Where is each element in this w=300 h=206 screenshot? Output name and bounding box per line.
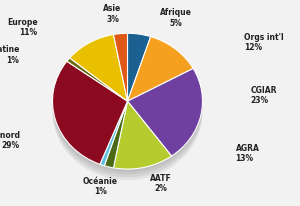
Wedge shape <box>100 102 128 166</box>
Text: Amérique Latine
1%: Amérique Latine 1% <box>0 44 20 64</box>
Wedge shape <box>113 112 172 180</box>
Wedge shape <box>104 110 128 176</box>
Text: Europe
11%: Europe 11% <box>7 18 38 37</box>
Wedge shape <box>113 107 172 175</box>
Wedge shape <box>104 112 128 179</box>
Wedge shape <box>128 37 193 102</box>
Wedge shape <box>113 104 172 172</box>
Wedge shape <box>52 67 128 170</box>
Text: AGRA
13%: AGRA 13% <box>236 143 260 163</box>
Wedge shape <box>67 59 128 102</box>
Wedge shape <box>104 102 128 168</box>
Text: Orgs int'l
12%: Orgs int'l 12% <box>244 33 284 52</box>
Wedge shape <box>113 34 128 102</box>
Wedge shape <box>100 112 128 177</box>
Wedge shape <box>100 104 128 169</box>
Wedge shape <box>52 65 128 167</box>
Wedge shape <box>52 62 128 165</box>
Wedge shape <box>113 102 172 169</box>
Wedge shape <box>113 102 172 169</box>
Wedge shape <box>70 35 128 102</box>
Text: CGIAR
23%: CGIAR 23% <box>250 85 277 105</box>
Wedge shape <box>128 72 202 159</box>
Wedge shape <box>128 69 202 156</box>
Text: Amérique du nord
29%: Amérique du nord 29% <box>0 130 20 149</box>
Text: Afrique
5%: Afrique 5% <box>160 8 191 28</box>
Wedge shape <box>52 70 128 173</box>
Wedge shape <box>52 73 128 175</box>
Wedge shape <box>128 34 151 102</box>
Text: AATF
2%: AATF 2% <box>150 173 171 192</box>
Wedge shape <box>52 62 128 165</box>
Wedge shape <box>128 69 202 156</box>
Text: Asie
3%: Asie 3% <box>103 4 122 23</box>
Wedge shape <box>128 75 202 162</box>
Wedge shape <box>100 102 128 166</box>
Text: Océanie
1%: Océanie 1% <box>83 176 118 195</box>
Wedge shape <box>104 107 128 173</box>
Wedge shape <box>128 80 202 167</box>
Wedge shape <box>104 104 128 171</box>
Wedge shape <box>128 77 202 164</box>
Wedge shape <box>113 110 172 177</box>
Wedge shape <box>104 102 128 168</box>
Wedge shape <box>100 107 128 171</box>
Wedge shape <box>100 110 128 174</box>
